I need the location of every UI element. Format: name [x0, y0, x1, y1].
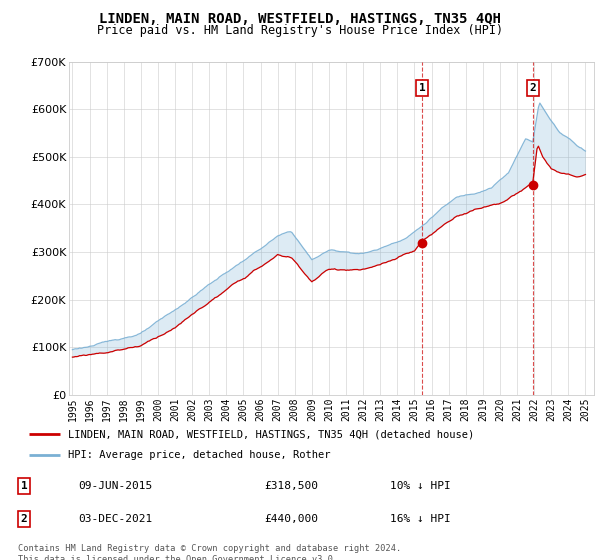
Text: Contains HM Land Registry data © Crown copyright and database right 2024.
This d: Contains HM Land Registry data © Crown c…: [18, 544, 401, 560]
Text: 2: 2: [20, 514, 28, 524]
Text: 1: 1: [20, 481, 28, 491]
Text: 16% ↓ HPI: 16% ↓ HPI: [390, 514, 451, 524]
Text: 09-JUN-2015: 09-JUN-2015: [78, 481, 152, 491]
Text: Price paid vs. HM Land Registry's House Price Index (HPI): Price paid vs. HM Land Registry's House …: [97, 24, 503, 36]
Text: £440,000: £440,000: [264, 514, 318, 524]
Text: 03-DEC-2021: 03-DEC-2021: [78, 514, 152, 524]
Text: 2: 2: [529, 83, 536, 94]
Text: 10% ↓ HPI: 10% ↓ HPI: [390, 481, 451, 491]
Text: 1: 1: [419, 83, 425, 94]
Text: £318,500: £318,500: [264, 481, 318, 491]
Text: LINDEN, MAIN ROAD, WESTFIELD, HASTINGS, TN35 4QH: LINDEN, MAIN ROAD, WESTFIELD, HASTINGS, …: [99, 12, 501, 26]
Text: LINDEN, MAIN ROAD, WESTFIELD, HASTINGS, TN35 4QH (detached house): LINDEN, MAIN ROAD, WESTFIELD, HASTINGS, …: [68, 429, 474, 439]
Text: HPI: Average price, detached house, Rother: HPI: Average price, detached house, Roth…: [68, 450, 330, 460]
